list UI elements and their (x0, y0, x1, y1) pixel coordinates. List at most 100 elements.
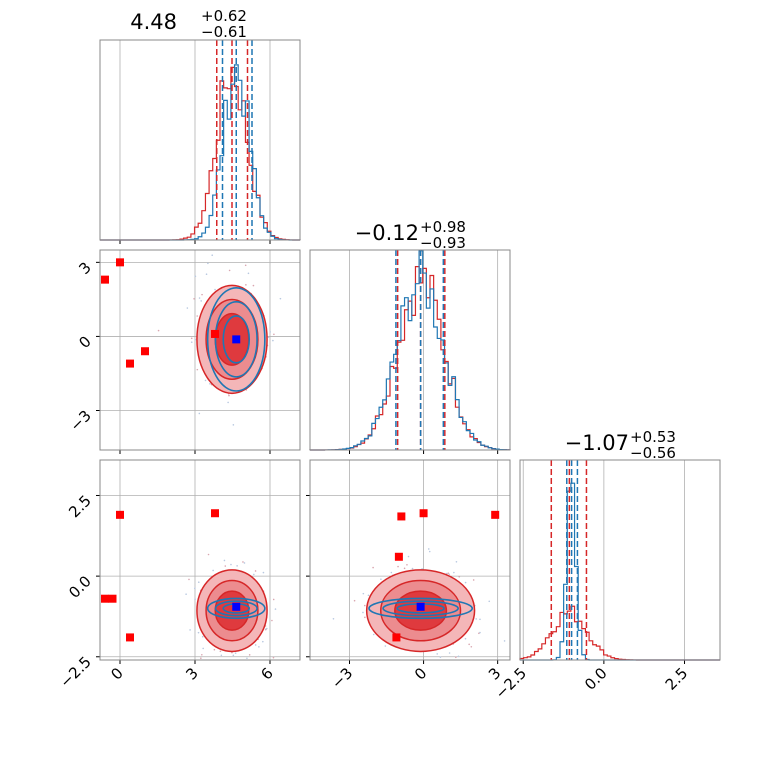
y-tick-label-p1: −3 (66, 407, 94, 435)
sample-point (200, 657, 202, 660)
y-tick-label-p1: 3 (75, 258, 94, 277)
sample-point (209, 382, 211, 385)
sample-point (390, 571, 393, 574)
tick-labels: 0 3 6 −3 0 3−2.5 0.0 2.5−303−2.50.02.5 (56, 258, 691, 702)
sample-point (488, 600, 491, 603)
sample-point (232, 424, 235, 426)
sample-point (264, 628, 267, 631)
sample-point (407, 555, 410, 558)
hist-1-frame (309, 249, 511, 451)
sample-point (384, 645, 387, 647)
contour-blue-0 (206, 286, 266, 392)
sample-point (197, 631, 200, 634)
sample-point (457, 655, 460, 658)
sample-point (230, 563, 232, 566)
sample-point (362, 611, 364, 614)
sample-point (224, 565, 227, 567)
x-tick-label-p0: 0 (107, 664, 126, 683)
red-point-marker (101, 275, 109, 284)
sample-point (479, 618, 481, 621)
sample-point (332, 617, 335, 620)
sample-point (205, 273, 208, 276)
y-tick-label-p2: 2.5 (65, 492, 95, 522)
sample-point (227, 401, 229, 404)
sample-point (236, 565, 238, 567)
sample-point (362, 592, 365, 595)
sample-point (406, 563, 408, 566)
sample-point (194, 275, 197, 278)
sample-point (464, 581, 467, 584)
title-p0-minus: −0.61 (201, 23, 247, 41)
red-point-marker (116, 510, 124, 519)
x-tick-label-p1: −3 (328, 664, 356, 692)
panel-2-0-frame (99, 459, 301, 661)
sample-point (193, 297, 195, 300)
sample-point (372, 566, 374, 569)
red-point-marker (394, 552, 403, 561)
panel-p2-vs-p1 (306, 459, 511, 664)
sample-point (380, 578, 382, 580)
red-point-marker (116, 258, 124, 267)
sample-point (211, 254, 214, 257)
histogram-blue (309, 250, 511, 451)
red-point-marker (419, 509, 428, 518)
red-point-marker (141, 347, 149, 356)
sample-point (198, 412, 201, 415)
contour-blue-1 (382, 600, 459, 617)
red-point-marker (211, 509, 219, 518)
x-tick-label-p1: 0 (411, 664, 430, 683)
hist-0-frame (99, 39, 301, 241)
sample-point (448, 573, 451, 576)
title-p1-plus: +0.98 (420, 218, 466, 236)
red-point-marker (392, 633, 401, 642)
sample-point (194, 338, 197, 341)
sample-point (262, 571, 265, 574)
blue-point-marker (416, 602, 425, 611)
sample-point (436, 653, 439, 655)
title-p2-plus: +0.53 (630, 428, 676, 446)
sample-point (219, 650, 222, 653)
red-point-marker (397, 512, 406, 521)
sample-point (453, 571, 455, 574)
sample-point (470, 645, 473, 648)
red-point-marker (491, 510, 500, 519)
sample-point (254, 644, 257, 646)
x-tick-label-p2: 2.5 (662, 664, 692, 694)
sample-point (269, 331, 271, 333)
sample-point (279, 297, 282, 300)
sample-point (186, 307, 189, 309)
hist-2-frame (519, 459, 721, 661)
sample-point (185, 593, 187, 595)
contour-red-2 (214, 590, 250, 631)
sample-point (242, 561, 244, 563)
sample-point (439, 656, 442, 659)
title-p0: 4.48 +0.62 −0.61 (130, 7, 247, 41)
panel-2-1-frame (309, 459, 511, 661)
sample-point (411, 567, 414, 570)
title-p1: −0.12 +0.98 −0.93 (355, 218, 466, 252)
sample-point (207, 262, 209, 265)
sample-point (273, 333, 275, 336)
sample-point (372, 633, 375, 636)
contour-blue-2 (222, 315, 251, 364)
sample-point (271, 619, 273, 622)
sample-point (266, 627, 268, 630)
x-tick-label-p0: 3 (182, 664, 201, 683)
sample-point (220, 654, 223, 657)
sample-point (201, 293, 203, 296)
blue-point-marker (232, 602, 241, 611)
contour-blue-0 (368, 597, 474, 620)
contour-blue-1 (214, 301, 258, 378)
y-tick-label-p1: 0 (75, 333, 94, 352)
panel-hist-p2 (519, 459, 721, 664)
y-tick-label-p2: −2.5 (56, 653, 94, 691)
sample-point (472, 579, 475, 581)
sample-point (475, 618, 477, 620)
panel-hist-p0 (99, 39, 301, 244)
sample-point (213, 648, 216, 651)
sample-point (232, 654, 235, 657)
sample-point (258, 646, 260, 648)
sample-point (234, 652, 237, 654)
sample-point (479, 631, 481, 634)
